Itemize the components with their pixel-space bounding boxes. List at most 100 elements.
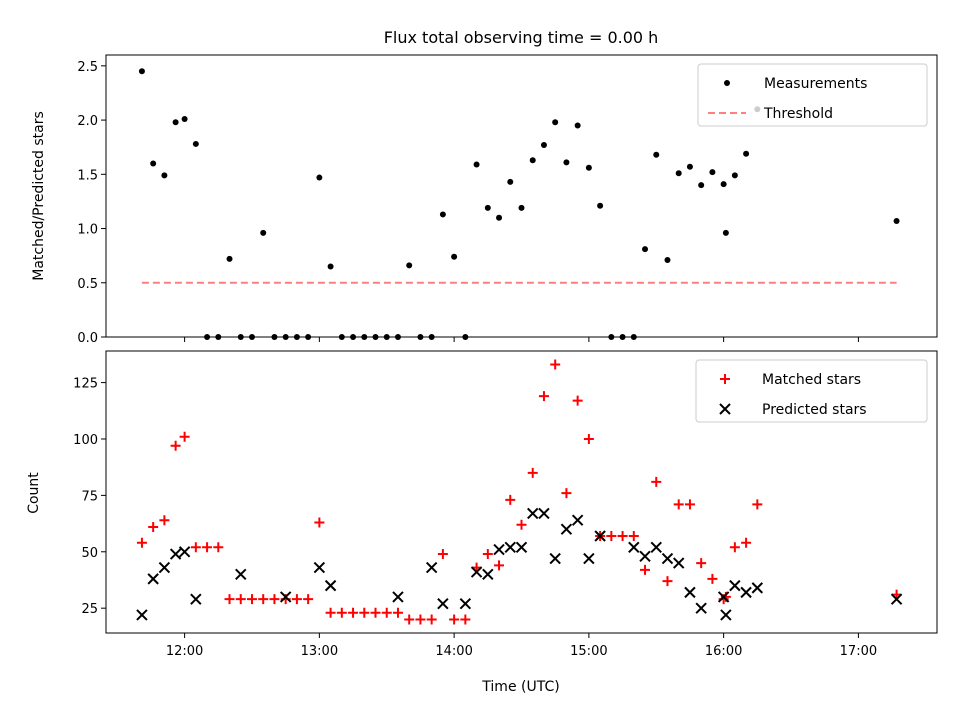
legend-label: Matched stars bbox=[762, 372, 861, 388]
legend-label: Measurements bbox=[764, 76, 867, 92]
matched-star-marker bbox=[651, 476, 662, 487]
matched-star-marker bbox=[696, 558, 707, 569]
matched-star-marker bbox=[179, 431, 190, 442]
x-axis-label: Time (UTC) bbox=[481, 679, 559, 695]
predicted-star-marker bbox=[392, 591, 404, 603]
matched-star-marker bbox=[348, 607, 359, 618]
matched-star-marker bbox=[314, 517, 325, 528]
matched-star-marker bbox=[550, 359, 561, 370]
matched-star-marker bbox=[516, 519, 527, 530]
top-legend: Measurements Threshold bbox=[697, 63, 928, 127]
predicted-star-marker bbox=[235, 568, 247, 581]
matched-star-marker bbox=[291, 594, 302, 605]
measurement-point bbox=[473, 161, 480, 168]
measurement-point bbox=[192, 140, 199, 147]
matched-star-marker bbox=[136, 537, 147, 548]
measurement-point bbox=[540, 142, 547, 149]
matched-star-marker bbox=[505, 494, 516, 505]
predicted-star-marker bbox=[147, 573, 159, 585]
bottom-panel: 25 50 75 100 125 12:00 13:00 14:00 15:00 16:00 17:… bbox=[73, 350, 938, 659]
predicted-star-marker bbox=[136, 609, 148, 621]
measurement-point bbox=[585, 164, 592, 171]
predicted-star-marker bbox=[279, 591, 292, 603]
measurement-point bbox=[439, 211, 446, 218]
predicted-star-marker bbox=[538, 507, 550, 520]
matched-star-marker bbox=[190, 542, 201, 553]
matched-star-marker bbox=[246, 594, 257, 605]
measurement-point bbox=[743, 150, 750, 157]
predicted-star-marker bbox=[158, 561, 171, 574]
measurement-point bbox=[675, 170, 682, 177]
bottom-x-tick-label: 16:00 bbox=[705, 644, 742, 659]
measurement-point bbox=[507, 178, 514, 185]
predicted-star-marker bbox=[661, 552, 674, 565]
matched-star-marker bbox=[392, 607, 403, 618]
matched-star-marker bbox=[437, 549, 448, 560]
predicted-star-marker bbox=[437, 597, 449, 610]
bottom-y-tick-label: 50 bbox=[81, 546, 98, 561]
bottom-x-tick-label: 13:00 bbox=[301, 644, 338, 659]
measurement-point bbox=[451, 253, 458, 260]
matched-star-marker bbox=[415, 614, 426, 625]
top-y-tick-label: 1.0 bbox=[77, 223, 98, 238]
predicted-star-marker bbox=[673, 557, 685, 569]
measurement-point bbox=[260, 229, 267, 236]
predicted-star-marker bbox=[425, 561, 438, 574]
matched-star-marker bbox=[202, 542, 213, 553]
predicted-star-marker bbox=[751, 582, 764, 594]
measurement-point bbox=[574, 122, 581, 129]
measurement-point bbox=[731, 172, 738, 179]
matched-star-marker bbox=[269, 594, 280, 605]
matched-star-marker bbox=[617, 530, 628, 541]
matched-star-marker bbox=[460, 614, 471, 625]
measurement-point bbox=[161, 172, 168, 179]
measurement-point bbox=[552, 119, 559, 126]
matched-star-marker bbox=[561, 488, 572, 499]
predicted-star-marker bbox=[717, 591, 730, 603]
matched-star-marker bbox=[359, 607, 370, 618]
matched-star-marker bbox=[729, 542, 740, 553]
chart-title: Flux total observing time = 0.00 h bbox=[384, 28, 659, 47]
measurement-point bbox=[172, 119, 179, 126]
measurement-point bbox=[664, 256, 671, 263]
matched-star-marker bbox=[404, 614, 415, 625]
matched-star-marker bbox=[673, 499, 684, 510]
top-y-tick-label: 0.0 bbox=[77, 331, 98, 346]
matched-star-marker bbox=[148, 521, 159, 532]
measurement-point bbox=[720, 181, 727, 188]
matched-star-marker bbox=[235, 594, 246, 605]
matched-star-marker bbox=[684, 499, 695, 510]
predicted-star-marker bbox=[583, 552, 595, 565]
matched-star-marker bbox=[159, 515, 170, 526]
predicted-star-marker bbox=[470, 566, 483, 578]
predicted-star-marker bbox=[482, 568, 494, 581]
matched-star-marker bbox=[224, 594, 235, 605]
measurement-point bbox=[406, 262, 413, 269]
predicted-star-marker bbox=[549, 552, 561, 565]
measurement-point bbox=[642, 246, 649, 253]
predicted-star-marker bbox=[720, 609, 732, 621]
measurement-point bbox=[327, 263, 334, 270]
bottom-x-tick-label: 12:00 bbox=[166, 644, 203, 659]
bottom-axes-frame bbox=[105, 350, 938, 634]
top-axes-frame bbox=[105, 54, 938, 338]
legend-measurement-swatch bbox=[724, 80, 730, 86]
matched-star-marker bbox=[370, 607, 381, 618]
bottom-series-predicted-stars bbox=[136, 507, 903, 621]
measurement-point bbox=[181, 115, 188, 122]
measurement-point bbox=[138, 68, 145, 75]
measurement-point bbox=[316, 174, 323, 181]
measurement-point bbox=[698, 182, 705, 189]
measurement-point bbox=[484, 204, 491, 211]
matched-star-marker bbox=[482, 549, 493, 560]
matched-star-marker bbox=[628, 530, 639, 541]
predicted-star-marker bbox=[178, 546, 191, 558]
predicted-star-marker bbox=[639, 550, 651, 563]
predicted-star-marker bbox=[684, 586, 696, 599]
matched-star-marker bbox=[494, 560, 505, 571]
top-y-tick-label: 1.5 bbox=[77, 168, 98, 183]
matched-star-marker bbox=[449, 614, 460, 625]
matched-star-marker bbox=[336, 607, 347, 618]
matched-star-marker bbox=[572, 395, 583, 406]
predicted-star-marker bbox=[190, 593, 202, 605]
